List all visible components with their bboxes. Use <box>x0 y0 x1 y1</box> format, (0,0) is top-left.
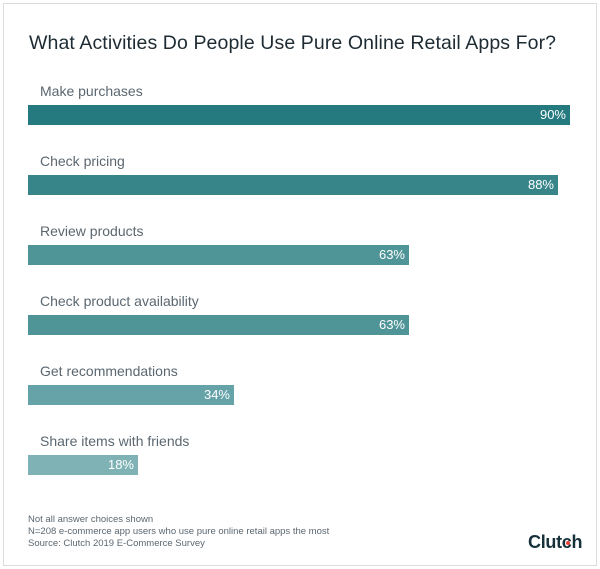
bar-value: 88% <box>527 177 554 192</box>
footnote: Not all answer choices shown <box>28 514 154 525</box>
logo-dot-icon <box>565 541 570 545</box>
bar-label: Check pricing <box>40 153 125 169</box>
bar: 63% <box>28 245 409 265</box>
bar-label: Check product availability <box>40 293 199 309</box>
bar: 18% <box>28 455 138 475</box>
bar: 34% <box>28 385 234 405</box>
bar-value: 18% <box>107 457 134 472</box>
bar-label: Make purchases <box>40 83 143 99</box>
footnote: Source: Clutch 2019 E-Commerce Survey <box>28 538 205 549</box>
bar-value: 34% <box>203 387 230 402</box>
chart-title: What Activities Do People Use Pure Onlin… <box>29 32 557 54</box>
bar: 88% <box>28 175 558 195</box>
bar: 63% <box>28 315 409 335</box>
footnotes: Not all answer choices shown N=208 e-com… <box>28 514 329 550</box>
bar: 90% <box>28 105 570 125</box>
bar-value: 63% <box>378 247 405 262</box>
bar-value: 63% <box>378 317 405 332</box>
bar-label: Share items with friends <box>40 433 190 449</box>
logo-text-end: h <box>571 532 583 552</box>
bar-value: 90% <box>539 107 566 122</box>
logo-text: Clut <box>528 532 562 552</box>
bar-label: Review products <box>40 223 144 239</box>
bar-label: Get recommendations <box>40 363 178 379</box>
footnote: N=208 e-commerce app users who use pure … <box>28 526 330 537</box>
clutch-logo: Clutch <box>528 532 583 553</box>
